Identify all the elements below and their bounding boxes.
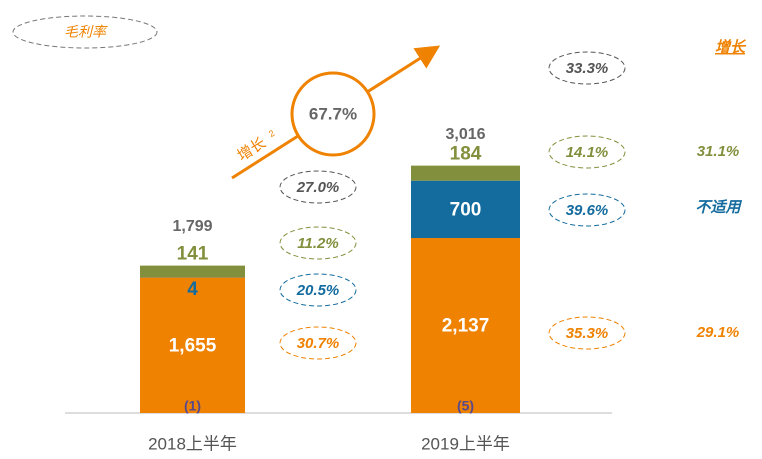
segment-label: 4 <box>187 279 198 300</box>
margin-label: 27.0% <box>296 179 340 196</box>
margin-ellipse <box>548 51 626 85</box>
bar-segment <box>140 277 245 413</box>
legend-label: 毛利率 <box>64 24 108 40</box>
margin-label: 35.3% <box>566 325 609 342</box>
segment-label: 184 <box>450 144 482 165</box>
total-label: 3,016 <box>445 126 485 143</box>
bar-segment <box>411 165 520 181</box>
growth-arrow-note: 2 <box>267 128 277 139</box>
x-tick-label: 2018上半年 <box>148 434 237 453</box>
margin-ellipse <box>548 193 626 227</box>
segment-label: 700 <box>450 199 482 220</box>
x-tick-label: 2019上半年 <box>421 434 510 453</box>
growth-circle-label: 67.7% <box>309 104 357 123</box>
total-label: 1,799 <box>172 218 212 235</box>
margin-ellipse <box>279 273 357 307</box>
margin-ellipse <box>279 326 357 360</box>
margin-ellipse <box>279 226 357 260</box>
margin-ellipse <box>548 135 626 169</box>
growth-label: 不适用 <box>695 199 742 216</box>
bar-segment <box>411 180 520 239</box>
margin-label: 11.2% <box>297 235 338 252</box>
growth-header: 增长 <box>715 39 747 56</box>
segment-label: 1,655 <box>169 335 217 356</box>
growth-arrow-label: 增长 <box>234 134 268 164</box>
margin-label: 30.7% <box>297 335 340 352</box>
margin-ellipse <box>548 316 626 350</box>
bar-segment <box>411 238 520 413</box>
growth-label: 29.1% <box>696 324 740 341</box>
margin-ellipse <box>279 170 357 204</box>
growth-label: 31.1% <box>697 143 740 160</box>
segment-label: 141 <box>177 244 209 265</box>
segment-label: 2,137 <box>442 316 490 337</box>
legend-ellipse <box>12 15 158 49</box>
bar-segment <box>140 265 245 278</box>
footnote: (5) <box>457 398 474 414</box>
margin-label: 20.5% <box>296 282 340 299</box>
margin-label: 33.3% <box>566 60 609 77</box>
growth-circle <box>290 71 376 157</box>
footnote: (1) <box>184 398 201 414</box>
margin-label: 14.1% <box>566 144 609 161</box>
margin-label: 39.6% <box>566 202 609 219</box>
